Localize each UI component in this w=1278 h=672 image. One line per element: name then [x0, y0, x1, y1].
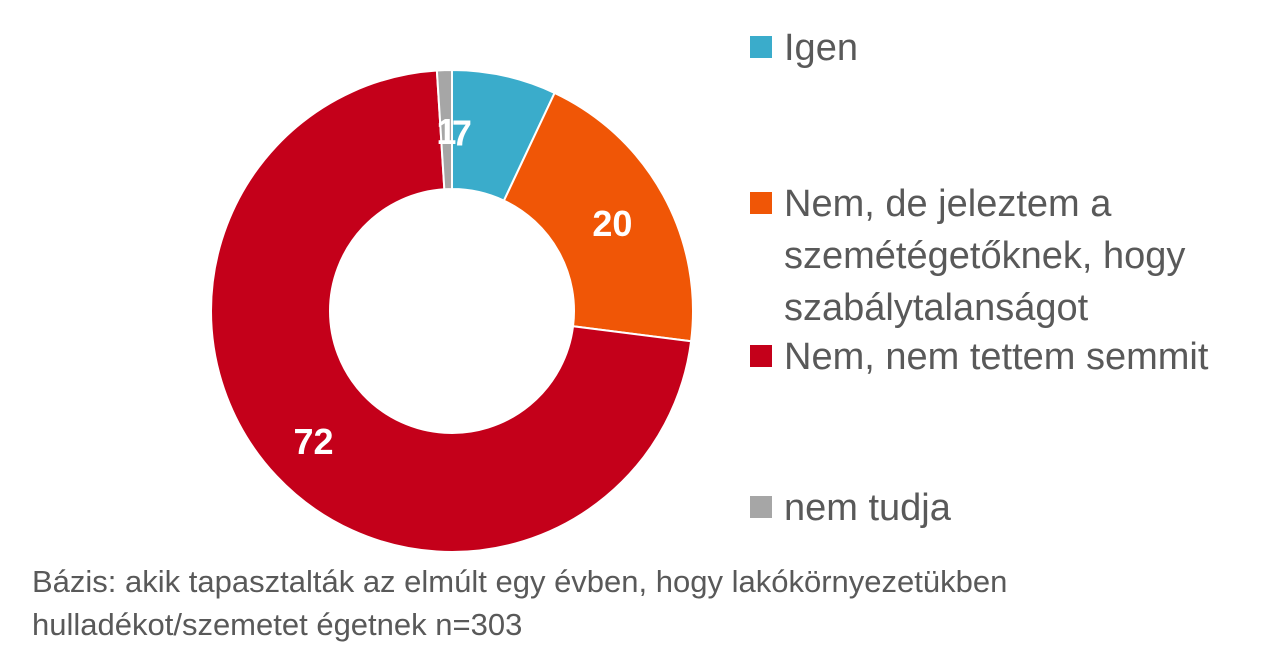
slice-nem-tudja [435, 68, 453, 191]
donut-data-labels: 7 20 72 1 [293, 111, 632, 462]
slice-nem-nem-tettem [210, 69, 693, 553]
footnote: Bázis: akik tapasztalták az elmúlt egy é… [32, 564, 1008, 642]
legend-swatch [750, 192, 772, 214]
data-label: 72 [293, 421, 333, 462]
data-label: 7 [452, 112, 472, 153]
legend-swatch [750, 36, 772, 58]
slice-nem-de-jeleztem [502, 91, 694, 343]
donut-slices [210, 68, 694, 553]
legend-label: Nem, de jeleztem a szemétégetőknek, hogy… [784, 183, 1186, 329]
legend-item-nem-tudja: nem tudja [750, 482, 951, 534]
legend-swatch [750, 496, 772, 518]
data-label: 1 [436, 111, 456, 152]
legend-swatch [750, 345, 772, 367]
donut-chart: 7 20 72 1 [210, 68, 694, 553]
legend-label: nem tudja [784, 487, 951, 529]
legend-label: Igen [784, 27, 858, 69]
data-label: 20 [592, 203, 632, 244]
legend-label: Nem, nem tettem semmit [784, 336, 1209, 378]
legend-item-nem-nem-tettem: Nem, nem tettem semmit [750, 331, 1208, 383]
legend-item-nem-de-jeleztem: Nem, de jeleztem a szemétégetőknek, hogy… [750, 178, 1185, 334]
legend-item-igen: Igen [750, 22, 858, 74]
